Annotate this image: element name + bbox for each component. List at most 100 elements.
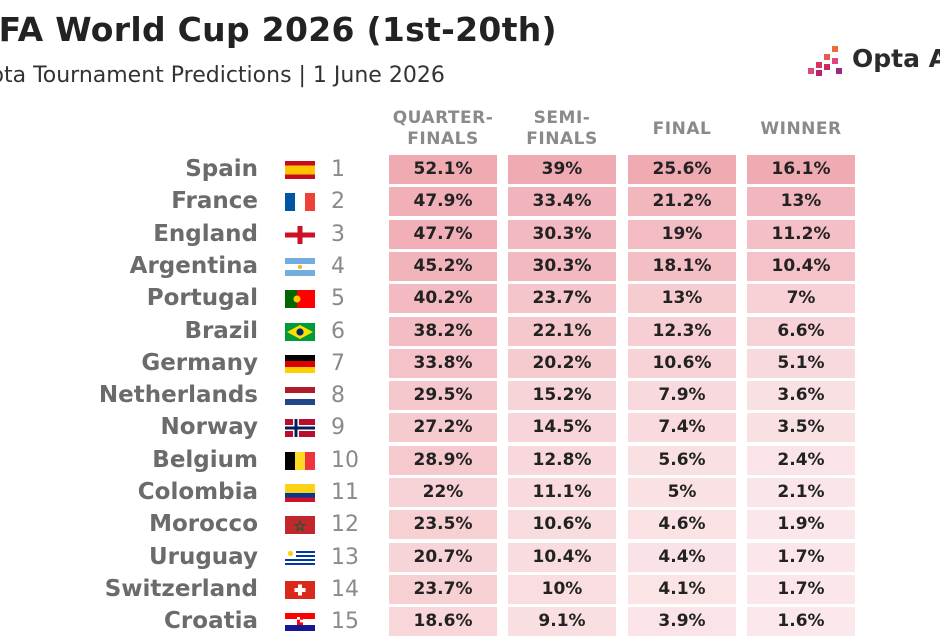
brazil-flag-icon — [285, 322, 315, 341]
team-name: England — [153, 220, 258, 247]
probability-cell: 2.4% — [747, 445, 855, 475]
probability-cell: 18.1% — [628, 251, 736, 281]
table-row: Netherlands 8 29.5% 15.2% 7.9% 3.6% — [0, 381, 940, 411]
probability-cell: 7% — [747, 284, 855, 314]
column-header-line2: FINALS — [407, 129, 479, 149]
probability-cell: 3.5% — [747, 413, 855, 443]
probability-cell: 5.1% — [747, 348, 855, 378]
probability-cell: 22% — [389, 478, 497, 507]
rank-number: 8 — [331, 383, 345, 409]
rank-number: 6 — [331, 318, 345, 344]
table-row: Norway 9 27.2% 14.5% 7.4% 3.5% — [0, 413, 940, 443]
portugal-flag-icon — [285, 290, 315, 309]
probability-cell: 15.2% — [508, 381, 616, 411]
column-header-4: WINNER — [760, 119, 842, 139]
team-name: France — [171, 188, 258, 215]
probability-cell: 21.2% — [628, 187, 736, 217]
page-title: IFA World Cup 2026 (1st-20th) — [0, 10, 557, 49]
rank-number: 14 — [331, 576, 359, 602]
colombia-flag-icon — [285, 484, 315, 502]
team-name: Uruguay — [148, 543, 258, 570]
probability-cell: 33.8% — [389, 348, 497, 378]
uruguay-flag-icon — [285, 548, 315, 567]
table-row: Brazil 6 38.2% 22.1% 12.3% 6.6% — [0, 316, 940, 346]
table-row: Germany 7 33.8% 20.2% 10.6% 5.1% — [0, 348, 940, 378]
probability-cell: 7.9% — [628, 381, 736, 411]
argentina-flag-icon — [285, 257, 315, 276]
column-header-line1: SEMI- — [533, 108, 591, 128]
column-header-1: QUARTER- FINALS — [389, 108, 497, 150]
probability-cell: 19% — [628, 219, 736, 249]
probability-cell: 33.4% — [508, 187, 616, 217]
england-flag-icon — [285, 225, 315, 244]
team-name: Spain — [185, 156, 258, 182]
probability-cell: 30.3% — [508, 251, 616, 281]
probability-cell: 4.4% — [628, 542, 736, 572]
croatia-flag-icon — [285, 613, 315, 632]
norway-flag-icon — [285, 419, 315, 438]
probability-cell: 3.6% — [747, 381, 855, 411]
probability-cell: 1.7% — [747, 542, 855, 572]
table-row: Croatia 15 18.6% 9.1% 3.9% 1.6% — [0, 607, 940, 636]
page-subtitle: pta Tournament Predictions | 1 June 2026 — [0, 63, 445, 88]
probability-cell: 13% — [747, 187, 855, 217]
probability-cell: 40.2% — [389, 284, 497, 314]
rank-number: 3 — [331, 221, 345, 247]
probability-cell: 11.2% — [747, 219, 855, 249]
table-row: Portugal 5 40.2% 23.7% 13% 7% — [0, 284, 940, 314]
column-header-2: SEMI- FINALS — [508, 108, 616, 150]
probability-cell: 14.5% — [508, 413, 616, 443]
rank-number: 4 — [331, 253, 345, 279]
rank-number: 13 — [331, 544, 359, 570]
switzerland-flag-icon — [285, 580, 315, 599]
rank-number: 9 — [331, 415, 345, 441]
column-header-3: FINAL — [652, 119, 712, 139]
probability-cell: 10.4% — [747, 251, 855, 281]
netherlands-flag-icon — [285, 387, 315, 406]
france-flag-icon — [285, 193, 315, 212]
team-name: Switzerland — [104, 575, 258, 602]
probability-cell: 4.1% — [628, 574, 736, 604]
probability-cell: 4.6% — [628, 510, 736, 540]
probability-cell: 29.5% — [389, 381, 497, 411]
probability-cell: 47.9% — [389, 187, 497, 217]
probability-cell: 25.6% — [628, 155, 736, 184]
morocco-flag-icon — [285, 516, 315, 535]
probability-cell: 22.1% — [508, 316, 616, 346]
spain-flag-icon — [285, 161, 315, 179]
probability-cell: 11.1% — [508, 478, 616, 507]
probability-cell: 23.7% — [508, 284, 616, 314]
team-name: Germany — [141, 349, 258, 376]
probability-cell: 47.7% — [389, 219, 497, 249]
table-row: Belgium 10 28.9% 12.8% 5.6% 2.4% — [0, 445, 940, 475]
probability-cell: 1.6% — [747, 607, 855, 636]
team-name: Netherlands — [98, 382, 258, 409]
rank-number: 11 — [331, 480, 359, 505]
probability-cell: 20.7% — [389, 542, 497, 572]
table-row: France 2 47.9% 33.4% 21.2% 13% — [0, 187, 940, 217]
table-row: Switzerland 14 23.7% 10% 4.1% 1.7% — [0, 574, 940, 604]
probability-cell: 20.2% — [508, 348, 616, 378]
rank-number: 12 — [331, 512, 359, 538]
probability-cell: 10.6% — [628, 348, 736, 378]
column-header-line2: FINALS — [526, 129, 598, 149]
probability-cell: 1.7% — [747, 574, 855, 604]
rank-number: 15 — [331, 609, 359, 635]
rank-number: 7 — [331, 350, 345, 376]
rank-number: 1 — [331, 157, 345, 182]
probability-cell: 9.1% — [508, 607, 616, 636]
team-name: Argentina — [129, 252, 258, 279]
probability-cell: 16.1% — [747, 155, 855, 184]
probability-cell: 3.9% — [628, 607, 736, 636]
table-row: Spain 1 52.1% 39% 25.6% 16.1% — [0, 155, 940, 184]
probability-cell: 13% — [628, 284, 736, 314]
team-name: Norway — [160, 414, 258, 441]
table-row: Uruguay 13 20.7% 10.4% 4.4% 1.7% — [0, 542, 940, 572]
probability-cell: 2.1% — [747, 478, 855, 507]
column-header-line1: QUARTER- — [392, 108, 494, 128]
team-name: Colombia — [137, 479, 258, 505]
probability-cell: 12.3% — [628, 316, 736, 346]
team-name: Croatia — [164, 608, 258, 635]
probability-cell: 23.5% — [389, 510, 497, 540]
germany-flag-icon — [285, 354, 315, 373]
